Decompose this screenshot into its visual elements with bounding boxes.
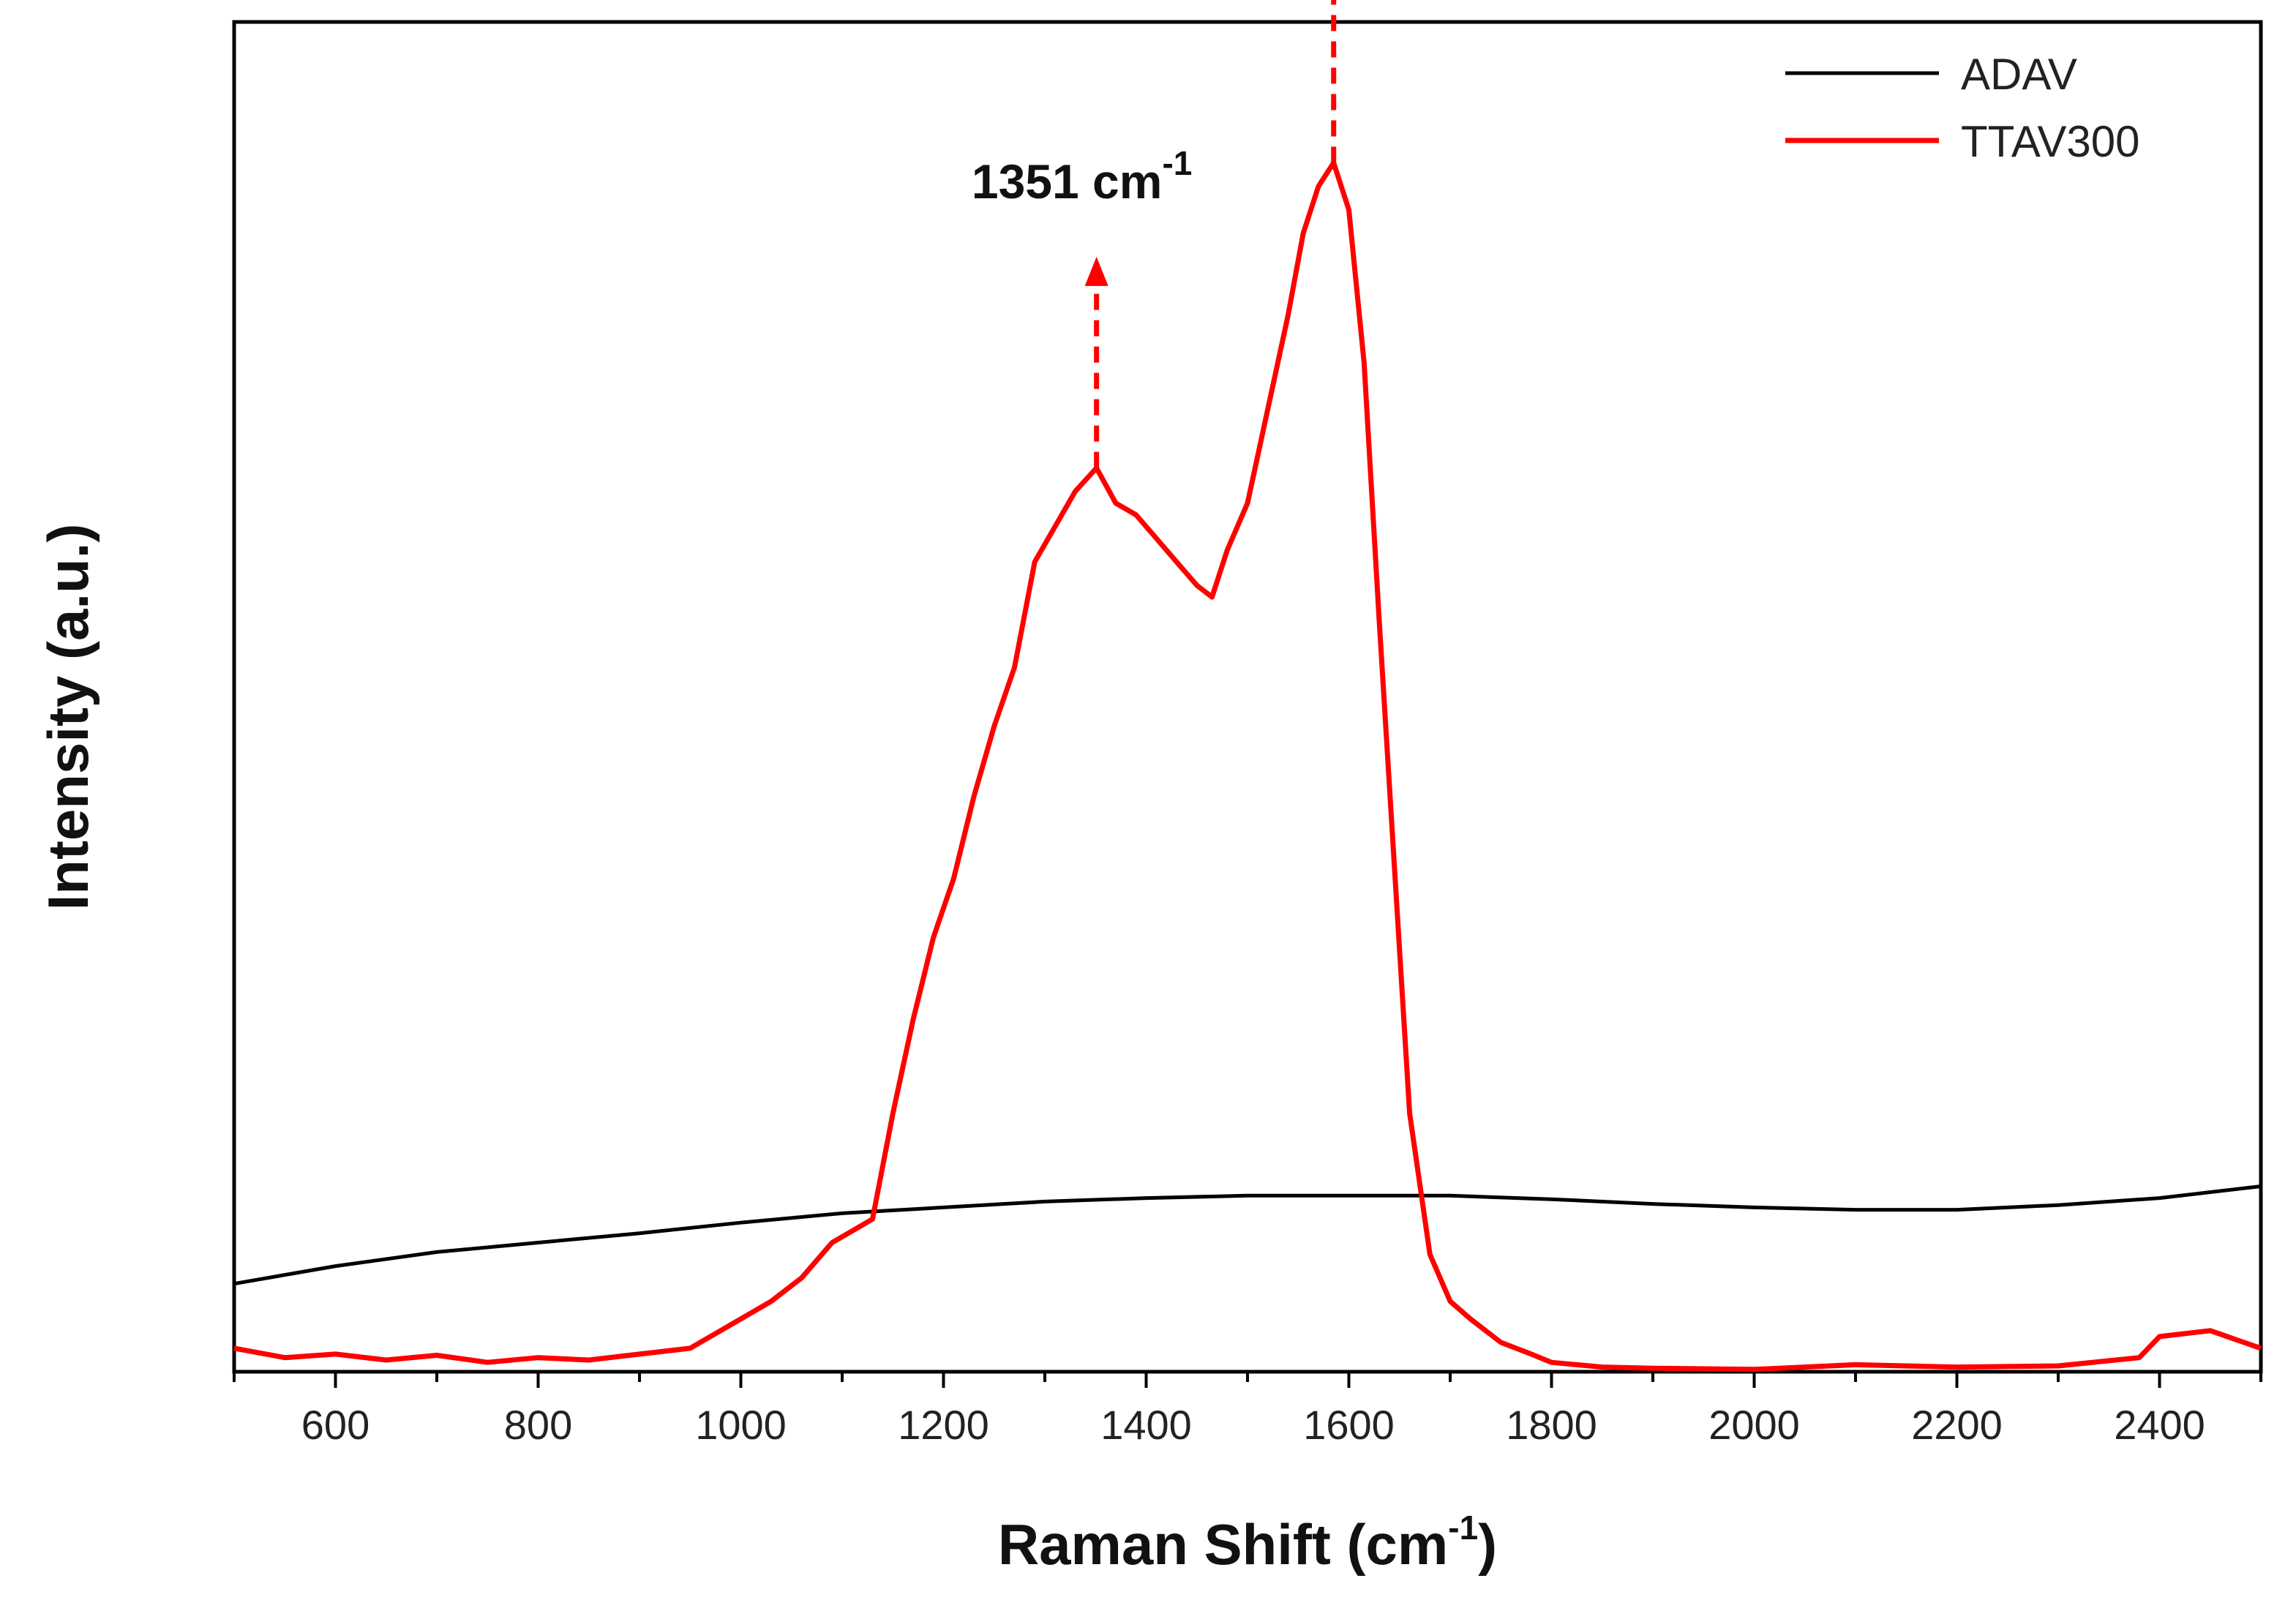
x-tick-label: 600: [301, 1402, 369, 1448]
x-tick-label: 2000: [1708, 1402, 1800, 1448]
x-axis-title-main: Raman Shift (cm: [998, 1512, 1448, 1577]
x-axis-title-sup: -1: [1448, 1509, 1478, 1547]
x-axis-ticks: 600 800 1000 1200 1400 1600 1800 2000 2200 2400: [233, 1372, 2262, 1448]
plot-frame: [232, 20, 2263, 1374]
peak-label: 1351 cm-1: [972, 144, 1192, 209]
x-tick-label: 800: [504, 1402, 572, 1448]
series-line-adav: [233, 1184, 2262, 1286]
legend-label-adav: ADAV: [1961, 50, 2077, 99]
x-tick-label: 1000: [695, 1402, 787, 1448]
x-tick-label: 1400: [1100, 1402, 1192, 1448]
legend: ADAV TTAV300: [1785, 50, 2140, 166]
y-axis-title: Intensity (a.u.): [36, 524, 100, 911]
x-tick-label: 1600: [1303, 1402, 1395, 1448]
x-tick-label: 1800: [1506, 1402, 1597, 1448]
peak-annotations: 1351 cm-11585 cm-1: [972, 0, 1337, 468]
peak-arrow-head: [1084, 256, 1108, 286]
x-axis-title: Raman Shift (cm-1): [998, 1509, 1497, 1577]
series-layer: [233, 160, 2262, 1372]
x-axis-title-end: ): [1478, 1512, 1497, 1577]
x-tick-label: 2200: [1911, 1402, 2003, 1448]
legend-label-ttav300: TTAV300: [1961, 117, 2140, 166]
x-tick-label: 1200: [898, 1402, 989, 1448]
series-line-ttav300: [233, 160, 2262, 1372]
x-tick-label: 2400: [2114, 1402, 2205, 1448]
